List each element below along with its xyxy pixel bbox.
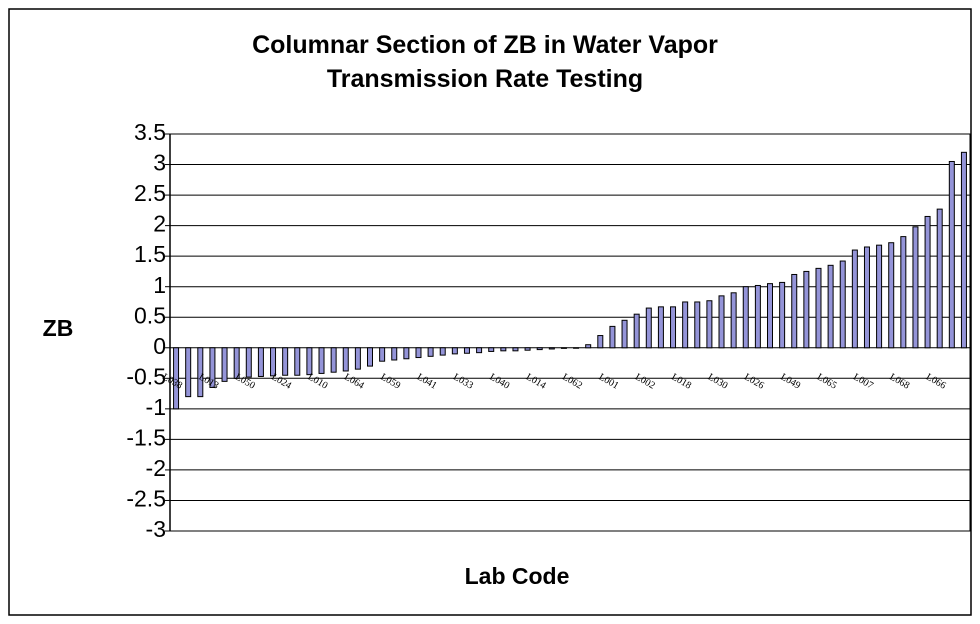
bar	[621, 319, 628, 349]
bar	[403, 347, 410, 360]
bar	[876, 244, 883, 349]
bar	[282, 347, 289, 376]
y-tick-label: 3.5	[134, 119, 166, 145]
bar	[379, 347, 386, 362]
bar	[463, 347, 470, 354]
bar	[451, 347, 458, 355]
bar	[185, 347, 192, 398]
bar	[585, 344, 592, 349]
bar	[330, 347, 337, 373]
bar	[791, 273, 798, 349]
y-tick-label: -0.5	[126, 363, 166, 389]
bar	[767, 283, 773, 349]
bar	[488, 347, 495, 352]
bar	[742, 286, 749, 349]
bar	[670, 306, 677, 349]
bar	[597, 335, 604, 349]
bar	[391, 347, 398, 361]
bar	[536, 347, 543, 351]
bar	[936, 208, 943, 349]
x-axis-label: Lab Code	[465, 563, 570, 589]
y-tick-label: 1.5	[134, 241, 166, 267]
bar	[306, 347, 313, 376]
bar	[573, 347, 580, 349]
bar	[233, 347, 240, 379]
y-axis-label: ZB	[43, 315, 74, 341]
y-tick-label: 0	[153, 333, 166, 359]
y-tick-label: 2.5	[134, 180, 166, 206]
y-tick-label: 1	[153, 272, 166, 298]
bar	[839, 260, 846, 349]
bar	[815, 267, 822, 349]
bar	[367, 347, 373, 367]
bar	[560, 347, 567, 349]
bar	[197, 347, 204, 398]
bar	[706, 300, 713, 349]
bar	[912, 226, 919, 349]
bar	[221, 347, 228, 382]
bar	[851, 249, 858, 349]
bar	[439, 347, 446, 356]
bar	[500, 347, 507, 352]
bar	[657, 306, 664, 349]
bar	[209, 347, 216, 388]
bar	[718, 295, 725, 349]
y-tick-label: -2.5	[126, 486, 166, 512]
y-tick-label: 2	[153, 211, 166, 237]
bar	[863, 246, 870, 349]
bar	[779, 281, 786, 349]
bar	[900, 236, 907, 349]
chart-title: Columnar Section of ZB in Water Vapor Tr…	[252, 31, 718, 93]
bar	[415, 347, 422, 359]
bar	[245, 347, 252, 378]
bar	[633, 313, 640, 349]
y-tick-label: 3	[153, 150, 166, 176]
bar	[524, 347, 531, 351]
bar	[427, 347, 434, 357]
bar	[803, 270, 810, 349]
y-tick-label: -1	[146, 394, 166, 420]
bar	[548, 347, 555, 350]
bar	[694, 301, 701, 349]
y-tick-label: -2	[146, 455, 166, 481]
bar	[888, 242, 895, 349]
plot-area	[169, 133, 971, 532]
bar	[294, 347, 301, 376]
bar	[754, 284, 761, 349]
bar	[609, 325, 616, 349]
bar	[270, 347, 277, 377]
bar	[318, 347, 325, 374]
bar	[476, 347, 483, 354]
bar	[512, 347, 519, 352]
bar	[682, 301, 689, 349]
bar	[645, 307, 652, 349]
bar	[960, 151, 967, 349]
y-tick-label: -3	[146, 516, 166, 542]
bar	[924, 215, 931, 349]
y-tick-label: 0.5	[134, 302, 166, 328]
bar	[173, 347, 180, 410]
bar	[257, 347, 264, 377]
y-tick-label: -1.5	[126, 424, 166, 450]
bar	[730, 292, 737, 349]
bar	[354, 347, 361, 370]
bar	[827, 264, 834, 349]
bar	[342, 347, 349, 372]
bar	[948, 160, 955, 349]
